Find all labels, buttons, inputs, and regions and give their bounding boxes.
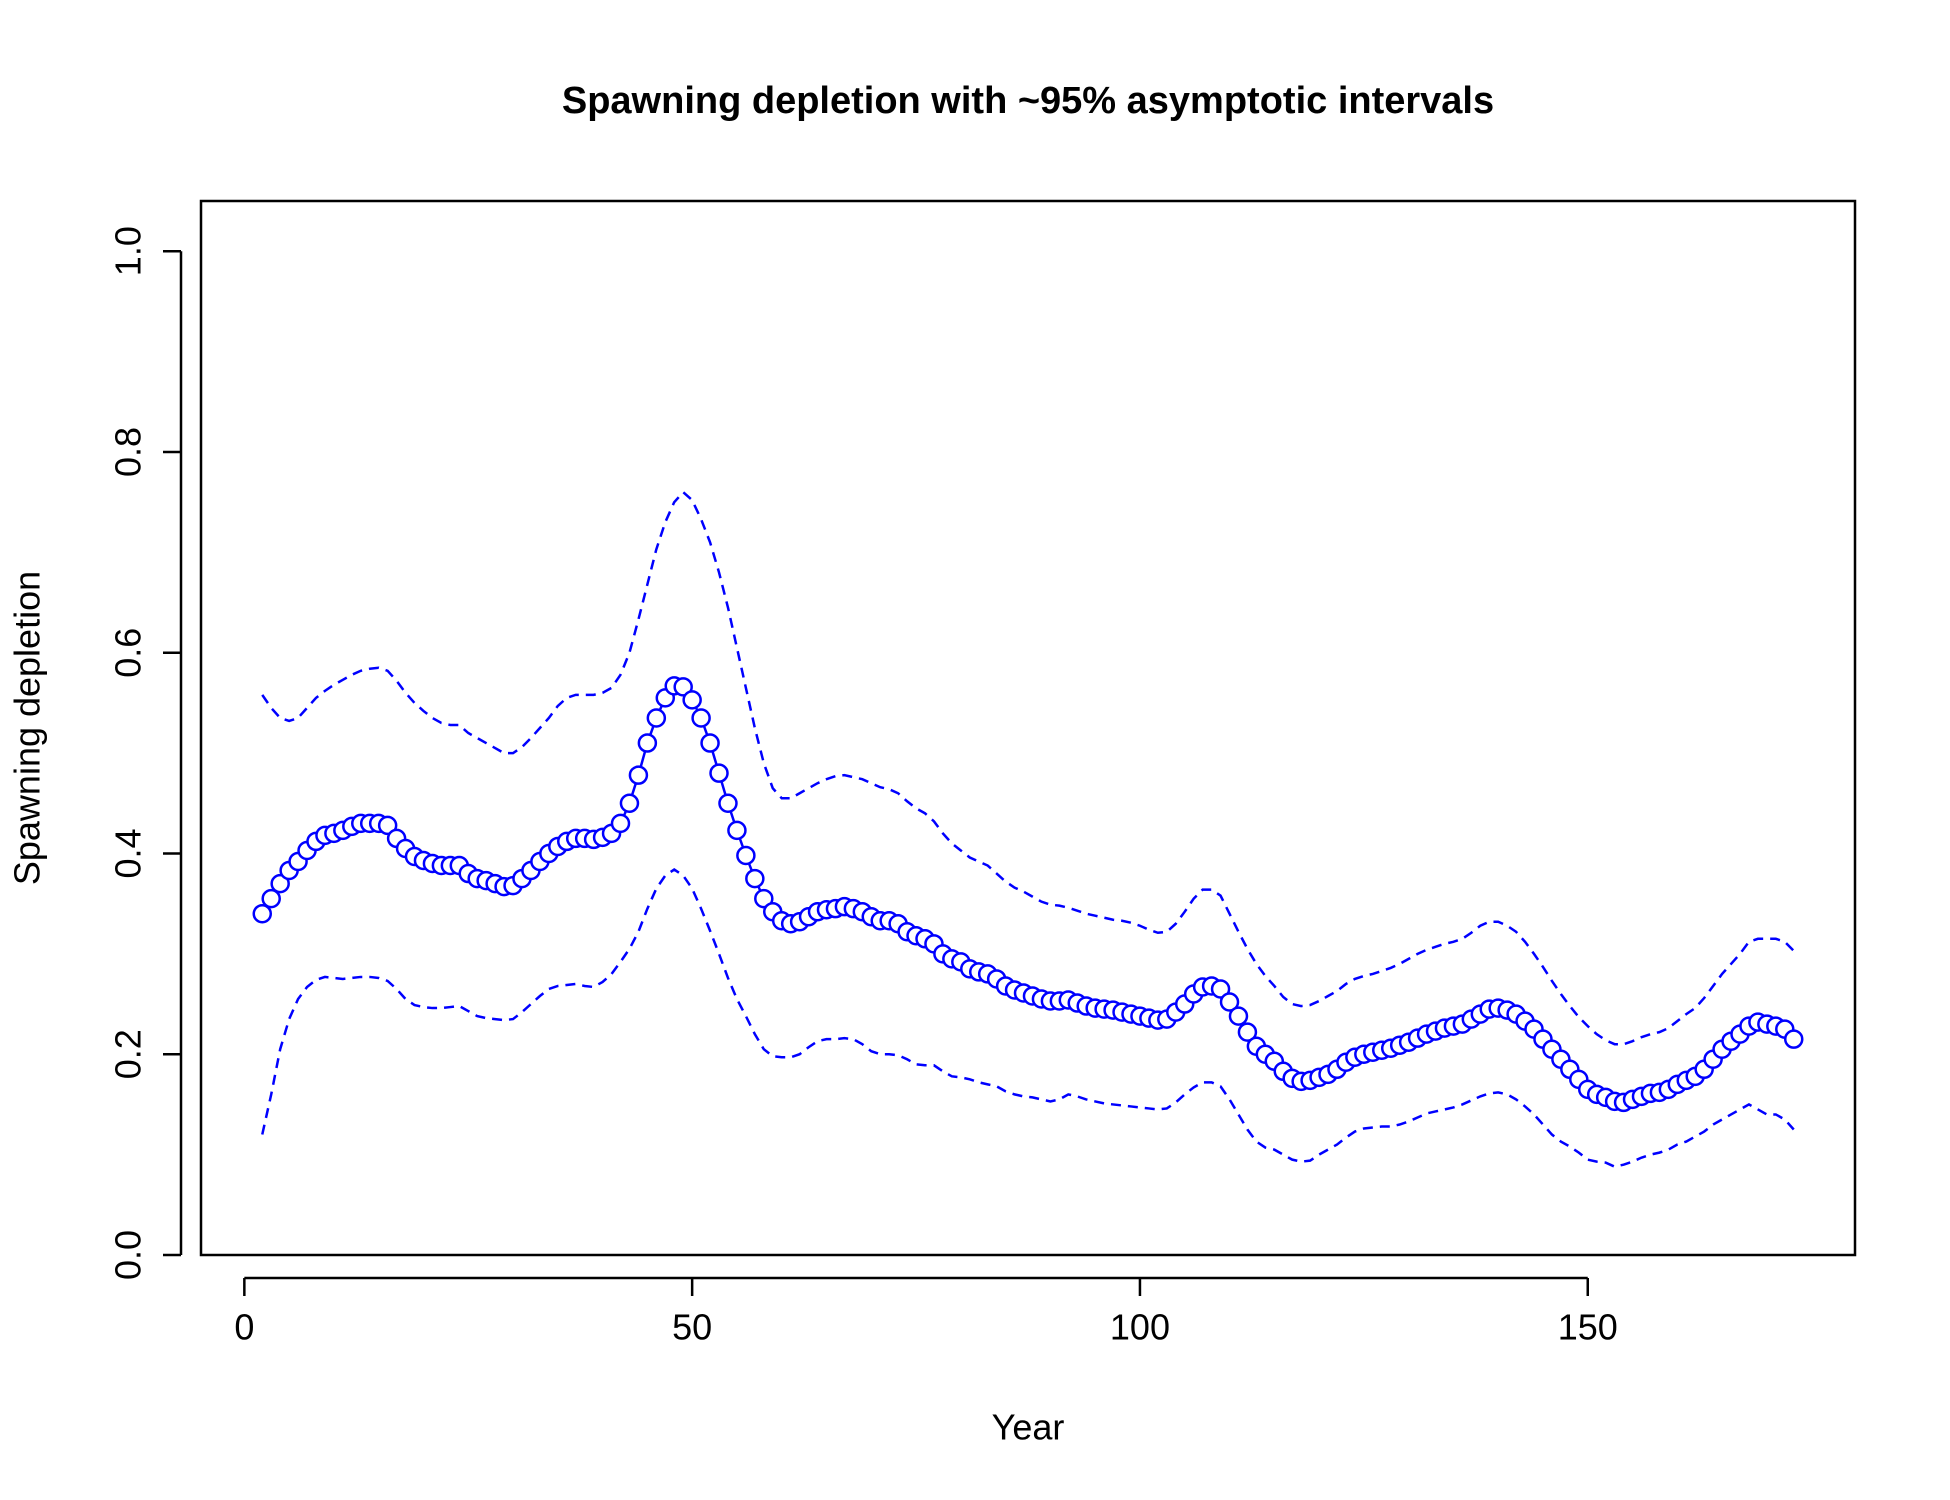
interval-line <box>261 868 1795 1168</box>
y-tick-label: 1.0 <box>108 226 149 276</box>
point <box>252 903 273 924</box>
x-tick-label: 0 <box>234 1307 254 1348</box>
point <box>727 820 747 841</box>
point <box>610 813 631 834</box>
point <box>682 690 702 710</box>
y-tick-label: 0.8 <box>108 427 149 477</box>
point <box>754 888 774 909</box>
point <box>691 708 711 728</box>
point <box>270 873 290 894</box>
point <box>1228 1006 1249 1026</box>
point <box>1210 979 1231 999</box>
x-axis-label: Year <box>992 1407 1065 1448</box>
x-tick-label: 50 <box>672 1307 712 1348</box>
point <box>377 815 398 836</box>
y-tick-label: 0.2 <box>108 1029 149 1079</box>
x-tick-label: 100 <box>1110 1307 1170 1348</box>
y-tick-label: 0.4 <box>108 828 149 878</box>
point <box>628 765 649 785</box>
y-axis-label: Spawning depletion <box>7 571 48 885</box>
point <box>745 868 765 889</box>
point <box>700 733 720 753</box>
point <box>1219 992 1240 1012</box>
point <box>673 677 693 697</box>
point <box>637 733 658 753</box>
plot-frame <box>199 199 1857 1257</box>
point <box>718 793 738 814</box>
point <box>619 793 640 814</box>
y-tick-label: 0.6 <box>108 628 149 678</box>
point <box>709 763 729 783</box>
point <box>646 708 667 728</box>
interval-line <box>261 490 1795 1046</box>
chart-title: Spawning depletion with ~95% asymptotic … <box>562 80 1494 122</box>
point <box>261 888 281 909</box>
point <box>736 845 756 866</box>
y-tick-label: 0.0 <box>108 1230 149 1280</box>
x-tick-label: 150 <box>1558 1307 1618 1348</box>
point <box>1783 1029 1804 1049</box>
point <box>1237 1022 1258 1042</box>
